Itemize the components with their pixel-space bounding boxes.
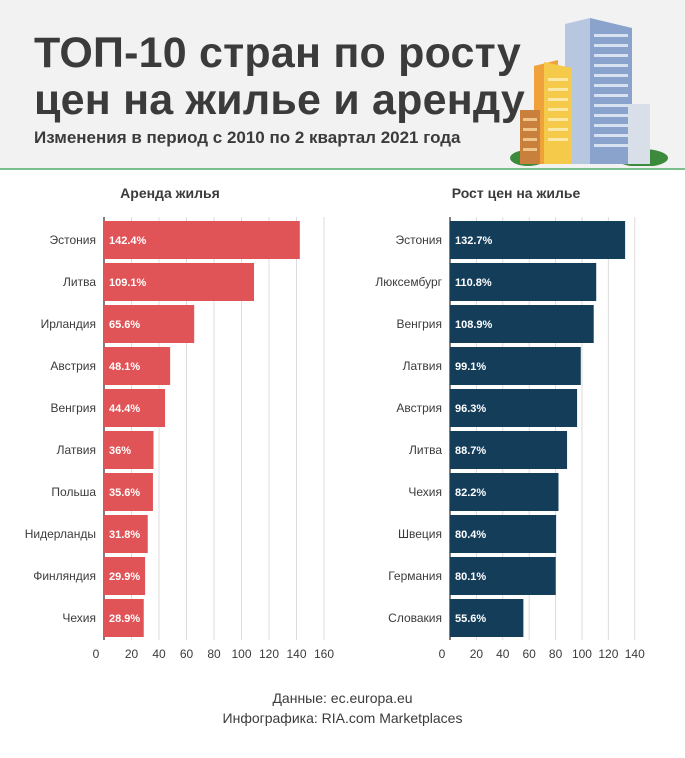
rent-tick-label: 20	[125, 647, 139, 661]
price-category-label: Люксембург	[375, 275, 442, 289]
rent-tick-label: 60	[180, 647, 194, 661]
price-tick-label: 80	[549, 647, 563, 661]
price-tick-label: 0	[439, 647, 446, 661]
price-bar	[450, 515, 557, 553]
rent-category-label: Чехия	[62, 611, 96, 625]
rent-bar	[104, 473, 153, 511]
rent-category-label: Венгрия	[50, 401, 96, 415]
rent-bar	[104, 557, 146, 595]
price-tick-label: 60	[523, 647, 537, 661]
rent-category-label: Эстония	[50, 233, 97, 247]
price-bar-value-label: 88.7%	[455, 445, 486, 457]
price-category-label: Литва	[409, 443, 442, 457]
rent-bar	[104, 599, 144, 637]
rent-category-label: Латвия	[57, 443, 96, 457]
price-category-label: Латвия	[403, 359, 442, 373]
price-bar	[450, 599, 524, 637]
rent-chart: Аренда жилья 142.4% Эстония 109.1% Литва 65.…	[25, 185, 335, 661]
price-bar-value-label: 108.9%	[455, 319, 493, 331]
price-category-label: Венгрия	[396, 317, 442, 331]
rent-bar	[104, 515, 148, 553]
rent-bar	[104, 263, 255, 301]
price-bar	[450, 305, 594, 343]
rent-bar	[104, 431, 154, 469]
price-category-label: Швеция	[398, 527, 442, 541]
rent-category-label: Финляндия	[33, 569, 96, 583]
rent-tick-label: 120	[259, 647, 279, 661]
price-category-label: Словакия	[388, 611, 442, 625]
source-note: Данные: ec.europa.eu	[272, 690, 413, 706]
rent-bar-value-label: 44.4%	[109, 403, 140, 415]
header: ТОП-10 стран по росту цен на жилье и аре…	[0, 0, 685, 170]
title-line-2: цен на жилье и аренду	[34, 76, 526, 124]
price-bar-value-label: 132.7%	[455, 235, 493, 247]
rent-category-label: Польша	[51, 485, 96, 499]
rent-bar-value-label: 31.8%	[109, 529, 140, 541]
rent-bar-value-label: 109.1%	[109, 277, 147, 289]
rent-category-label: Нидерланды	[25, 527, 96, 541]
price-bar-value-label: 110.8%	[455, 277, 492, 289]
price-tick-label: 140	[625, 647, 645, 661]
credit-note: Инфографика: RIA.com Marketplaces	[222, 710, 463, 726]
rent-bar	[104, 389, 166, 427]
rent-tick-label: 100	[231, 647, 251, 661]
price-tick-label: 100	[572, 647, 592, 661]
charts-area: Аренда жилья 142.4% Эстония 109.1% Литва 65.…	[25, 185, 645, 661]
price-bar-value-label: 82.2%	[455, 487, 486, 499]
rent-bar-value-label: 48.1%	[109, 361, 140, 373]
price-x-axis: 0 20 40 60 80 100 120 140	[439, 647, 645, 661]
rent-bars: 142.4% Эстония 109.1% Литва 65.6% Ирландия 48.…	[25, 221, 300, 637]
rent-bar-value-label: 65.6%	[109, 319, 140, 331]
rent-bar	[104, 305, 195, 343]
rent-chart-title: Аренда жилья	[120, 185, 220, 201]
rent-tick-label: 40	[152, 647, 166, 661]
price-bar-value-label: 96.3%	[455, 403, 486, 415]
price-bar-value-label: 80.1%	[455, 571, 486, 583]
price-bar-value-label: 55.6%	[455, 613, 486, 625]
rent-tick-label: 0	[93, 647, 100, 661]
rent-tick-label: 140	[286, 647, 306, 661]
price-tick-label: 40	[496, 647, 510, 661]
rent-x-axis: 0 20 40 60 80 100 120 140 160	[93, 647, 335, 661]
rent-bar-value-label: 28.9%	[109, 613, 140, 625]
price-category-label: Германия	[388, 569, 442, 583]
rent-tick-label: 160	[314, 647, 334, 661]
price-category-label: Австрия	[396, 401, 442, 415]
price-chart-title: Рост цен на жилье	[452, 185, 581, 201]
price-bars: 132.7% Эстония 110.8% Люксембург 108.9% Венгр…	[375, 221, 626, 637]
price-bar	[450, 347, 581, 385]
price-bar	[450, 221, 626, 259]
rent-tick-label: 80	[207, 647, 221, 661]
rent-bar-value-label: 35.6%	[109, 487, 140, 499]
price-category-label: Чехия	[408, 485, 442, 499]
rent-bar-value-label: 142.4%	[109, 235, 147, 247]
price-bar	[450, 557, 556, 595]
price-tick-label: 120	[598, 647, 618, 661]
rent-category-label: Ирландия	[41, 317, 96, 331]
price-bar	[450, 431, 568, 469]
price-category-label: Эстония	[396, 233, 443, 247]
building-illustration	[510, 18, 668, 166]
rent-bar	[104, 221, 300, 259]
price-tick-label: 20	[470, 647, 484, 661]
price-bar	[450, 263, 597, 301]
rent-bar	[104, 347, 171, 385]
price-bar	[450, 389, 578, 427]
rent-bar-value-label: 29.9%	[109, 571, 140, 583]
price-bar-value-label: 99.1%	[455, 361, 486, 373]
title-line-1: ТОП-10 стран по росту	[34, 29, 522, 77]
rent-category-label: Австрия	[50, 359, 96, 373]
price-bar	[450, 473, 559, 511]
page-title: ТОП-10 стран по росту цен на жилье и аре…	[34, 30, 525, 124]
page-subtitle: Изменения в период с 2010 по 2 квартал 2…	[34, 128, 461, 147]
price-chart: Рост цен на жилье 132.7% Эстония 110.8% Люк…	[375, 185, 645, 661]
rent-category-label: Литва	[63, 275, 96, 289]
rent-bar-value-label: 36%	[109, 445, 131, 457]
price-bar-value-label: 80.4%	[455, 529, 486, 541]
